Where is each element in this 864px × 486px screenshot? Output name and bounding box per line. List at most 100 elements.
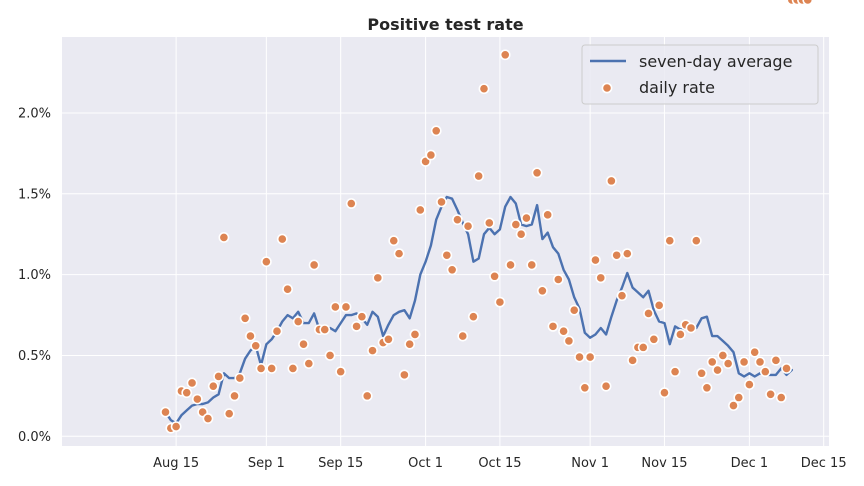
daily-rate-point	[701, 382, 713, 394]
x-tick-label: Dec 1	[731, 456, 769, 471]
daily-rate-point	[239, 312, 251, 324]
daily-rate-point	[505, 259, 516, 271]
daily-rate-point	[664, 235, 676, 247]
daily-rate-point	[648, 333, 660, 345]
daily-rate-point	[430, 125, 442, 137]
daily-rate-point	[531, 167, 543, 179]
daily-rate-point	[483, 217, 495, 229]
y-tick-label: 0.5%	[18, 349, 51, 364]
daily-rate-point	[489, 270, 500, 282]
daily-rate-point	[584, 351, 596, 363]
daily-rate-point	[452, 214, 463, 226]
daily-rate-point	[802, 0, 814, 6]
daily-rate-point	[383, 333, 394, 345]
daily-rate-point	[367, 345, 378, 357]
daily-rate-point	[478, 83, 490, 95]
y-tick-label: 1.5%	[18, 187, 51, 202]
daily-rate-point	[436, 196, 447, 208]
y-tick-label: 1.0%	[18, 268, 51, 283]
x-axis: Aug 15 Sep 1 Sep 15 Oct 1 Oct 15 Nov 1 Nov 15 D…	[153, 456, 847, 471]
daily-rate-point	[510, 219, 522, 230]
x-tick-label: Oct 15	[478, 456, 521, 471]
daily-rate-point	[462, 220, 474, 232]
daily-rate-point	[590, 254, 601, 266]
daily-rate-point	[770, 354, 782, 366]
daily-rate-point	[335, 366, 347, 378]
grid-lines	[62, 37, 829, 446]
daily-rate-point	[234, 372, 246, 384]
daily-rate-point	[685, 322, 697, 334]
daily-rate-point	[356, 311, 368, 323]
daily-rate-point	[414, 204, 426, 216]
legend-box	[581, 44, 819, 105]
daily-rate-point	[271, 325, 283, 337]
x-tick-label: Nov 15	[641, 456, 687, 471]
y-axis: 0.0% 0.5% 1.0% 1.5% 2.0%	[18, 106, 51, 444]
daily-rate-point	[706, 356, 718, 368]
daily-rate-point	[568, 304, 580, 316]
daily-rate-point	[611, 249, 623, 261]
daily-rate-point	[515, 228, 527, 240]
legend-label-daily-rate: daily rate	[639, 78, 715, 97]
daily-rate-point	[393, 248, 405, 260]
daily-rate-point	[574, 351, 585, 363]
daily-rate-point	[282, 283, 293, 295]
daily-rate-point	[329, 301, 341, 313]
daily-rate-point	[775, 392, 787, 403]
daily-rate-point	[547, 320, 559, 332]
daily-rate-point	[441, 249, 453, 261]
daily-rate-point	[186, 377, 198, 389]
daily-rate-point	[223, 408, 235, 420]
daily-rate-point	[191, 393, 203, 405]
daily-rate-point	[202, 413, 214, 424]
y-tick-label: 2.0%	[18, 106, 51, 121]
daily-rate-point	[717, 350, 729, 361]
daily-rate-point	[457, 330, 469, 342]
daily-rate-point	[425, 149, 437, 161]
daily-rate-point	[473, 170, 485, 182]
daily-rate-point	[696, 367, 708, 379]
daily-rate-point	[558, 325, 570, 337]
legend: seven-day average daily rate	[581, 44, 819, 105]
daily-rate-point	[324, 350, 336, 361]
daily-rate-point	[526, 259, 538, 271]
daily-rate-point	[781, 363, 792, 374]
daily-rate-point	[616, 290, 628, 302]
daily-rate-point	[712, 364, 723, 376]
daily-rate-series	[160, 0, 814, 434]
daily-rate-point	[605, 175, 617, 187]
daily-rate-point	[722, 358, 734, 369]
daily-rate-point	[674, 329, 686, 340]
daily-rate-point	[595, 272, 607, 284]
x-tick-label: Sep 15	[318, 456, 363, 471]
daily-rate-point	[404, 338, 416, 350]
daily-rate-point	[552, 274, 564, 285]
daily-rate-point	[499, 49, 511, 61]
daily-rate-point	[170, 421, 182, 433]
daily-rate-point	[345, 198, 357, 209]
daily-rate-point	[743, 379, 755, 390]
daily-rate-point	[207, 380, 219, 392]
daily-rate-point	[287, 363, 299, 374]
daily-rate-point	[255, 363, 267, 374]
daily-rate-point	[351, 320, 362, 332]
daily-rate-point	[563, 335, 575, 347]
daily-rate-point	[276, 233, 288, 245]
daily-rate-point	[319, 324, 331, 336]
daily-rate-point	[398, 369, 410, 381]
daily-rate-point	[260, 256, 272, 268]
daily-rate-point	[160, 406, 171, 418]
daily-rate-point	[600, 380, 612, 392]
daily-rate-point	[765, 388, 777, 400]
daily-rate-point	[653, 299, 665, 311]
daily-rate-point	[754, 356, 766, 368]
daily-rate-point	[749, 346, 761, 358]
daily-rate-point	[446, 264, 458, 276]
daily-rate-point	[690, 235, 702, 247]
daily-rate-point	[536, 285, 548, 297]
daily-rate-point	[298, 338, 309, 350]
daily-rate-point	[669, 366, 681, 378]
daily-rate-point	[303, 358, 315, 369]
daily-rate-point	[467, 311, 479, 323]
daily-rate-point	[292, 316, 304, 327]
